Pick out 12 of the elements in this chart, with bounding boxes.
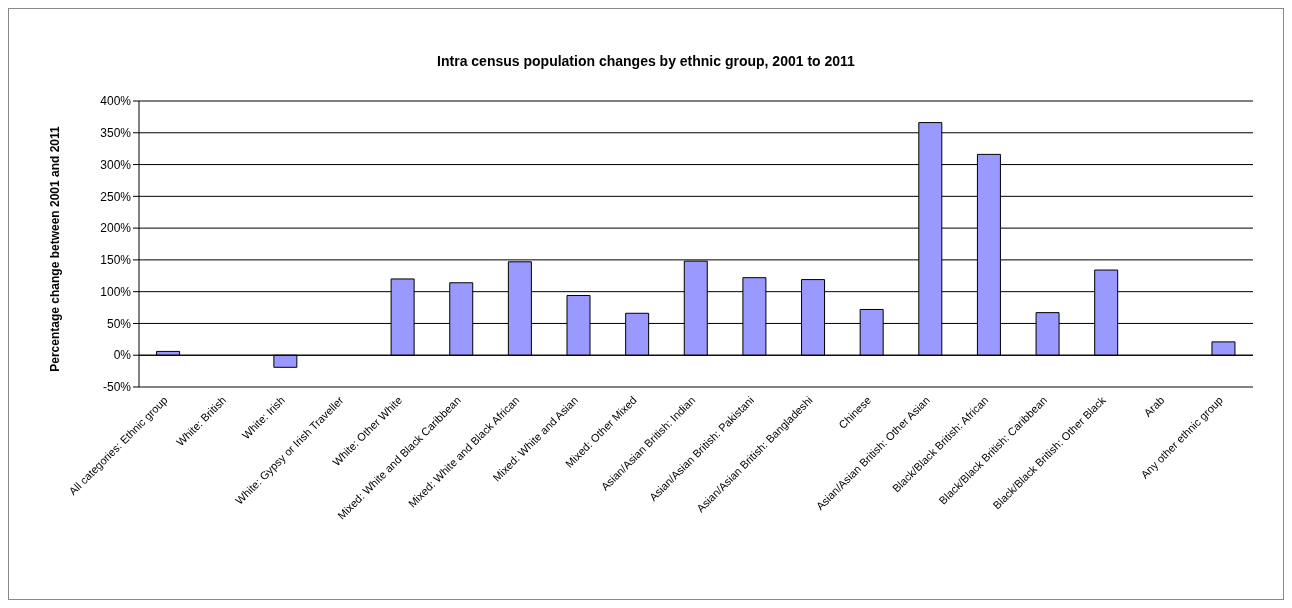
y-tick-label: 200% [100, 221, 132, 236]
y-tick-label: 50% [106, 316, 132, 331]
y-tick-label: 150% [100, 253, 132, 268]
chart-title: Intra census population changes by ethnic group, 2001 to 2011 [436, 53, 856, 69]
y-tick-label: 350% [100, 126, 132, 141]
y-tick-label: 100% [100, 284, 132, 299]
y-axis-title: Percentage change between 2001 and 2011 [48, 126, 62, 372]
y-tick-label: 300% [100, 157, 132, 172]
y-tick-label: -50% [102, 380, 132, 395]
y-tick-label: 0% [113, 348, 132, 363]
y-tick-label: 400% [100, 94, 132, 109]
y-tick-label: 250% [100, 189, 132, 204]
